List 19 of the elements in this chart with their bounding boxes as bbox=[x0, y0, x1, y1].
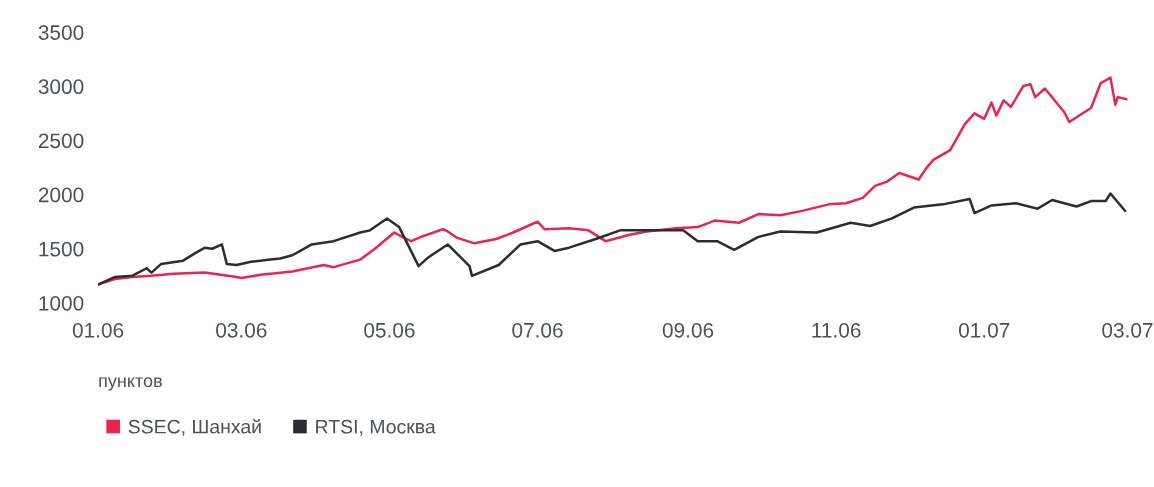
line-series bbox=[98, 76, 1128, 286]
line-series bbox=[98, 192, 1127, 286]
y-tick-label: 1500 bbox=[39, 241, 84, 257]
x-tick-label: 03.07 bbox=[1102, 322, 1153, 338]
x-tick-label: 11.06 bbox=[812, 322, 861, 338]
x-tick-label: 03.06 bbox=[216, 322, 267, 338]
text: пунктов bbox=[99, 377, 162, 391]
y-tick-label: 2500 bbox=[38, 133, 84, 149]
legend-label: RTSI, Москва bbox=[316, 419, 436, 436]
y-tick-label: 1000 bbox=[39, 295, 84, 311]
legend-label: SSEC, Шанхай bbox=[128, 418, 261, 436]
x-tick-label: 07.06 bbox=[512, 322, 563, 338]
y-tick-label: 3000 bbox=[38, 79, 84, 95]
x-tick-label: 01.06 bbox=[72, 322, 124, 338]
x-tick-label: 01.07 bbox=[958, 322, 1010, 338]
y-tick-label: 3500 bbox=[38, 25, 84, 40]
x-tick-label: 05.06 bbox=[364, 322, 415, 338]
x-tick-label: 09.06 bbox=[662, 322, 714, 338]
y-tick-label: 2000 bbox=[38, 187, 84, 203]
